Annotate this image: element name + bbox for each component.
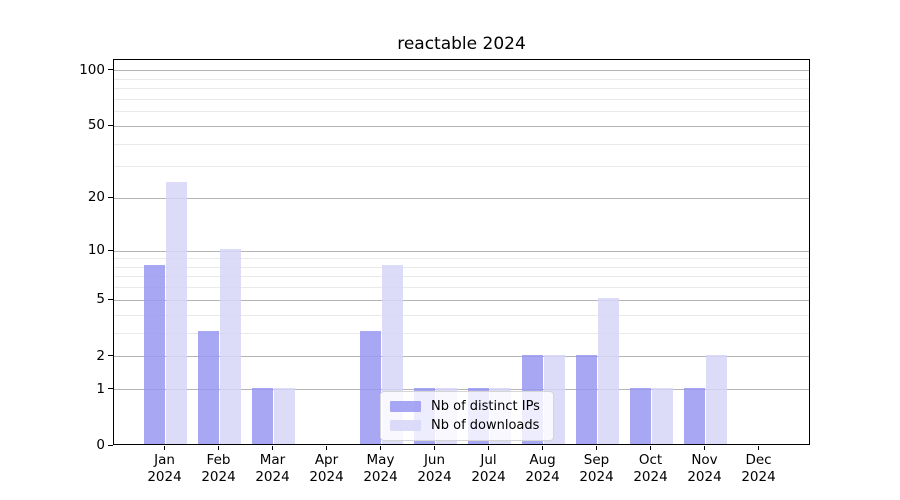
- x-tick: [650, 446, 651, 450]
- legend: Nb of distinct IPs Nb of downloads: [380, 391, 554, 441]
- gridline-minor: [114, 78, 809, 80]
- legend-item: Nb of distinct IPs: [390, 397, 540, 416]
- gridline-minor: [114, 166, 809, 168]
- x-tick-label: Aug 2024: [525, 452, 560, 485]
- gridline-minor: [114, 258, 809, 260]
- gridline-minor: [114, 332, 809, 334]
- x-tick: [272, 446, 273, 450]
- y-tick: [108, 444, 113, 446]
- y-tick-label: 1: [96, 380, 105, 397]
- bar-distinct-ips: [197, 331, 220, 444]
- bar-downloads: [165, 182, 188, 444]
- gridline-minor: [114, 314, 809, 316]
- gridline-major: [114, 125, 809, 127]
- x-tick: [704, 446, 705, 450]
- x-tick-label: Mar 2024: [255, 452, 290, 485]
- y-tick: [108, 388, 113, 390]
- gridline-minor: [114, 143, 809, 145]
- gridline-major: [114, 70, 809, 72]
- gridline-major: [114, 197, 809, 199]
- y-tick-label: 50: [87, 117, 105, 134]
- bar-distinct-ips: [575, 354, 598, 444]
- x-tick-label: Jan 2024: [147, 452, 182, 485]
- gridline-minor: [114, 111, 809, 113]
- bar-distinct-ips: [683, 387, 706, 444]
- legend-label: Nb of distinct IPs: [431, 399, 540, 414]
- bar-downloads: [597, 298, 620, 444]
- legend-swatch-distinct-ips: [390, 401, 421, 412]
- plot-area: [113, 59, 810, 445]
- x-tick-label: May 2024: [363, 452, 398, 485]
- bar-downloads: [705, 354, 728, 444]
- y-tick-label: 0: [96, 437, 105, 453]
- y-tick: [108, 249, 113, 251]
- gridline-minor: [114, 287, 809, 289]
- x-tick-label: Apr 2024: [309, 452, 344, 485]
- x-tick-label: Jul 2024: [471, 452, 506, 485]
- gridline-major: [114, 356, 809, 358]
- bar-distinct-ips: [251, 387, 274, 444]
- y-tick-label: 5: [96, 291, 105, 308]
- bar-distinct-ips: [359, 331, 382, 444]
- x-tick: [542, 446, 543, 450]
- legend-label: Nb of downloads: [431, 418, 540, 433]
- x-tick-label: Dec 2024: [741, 452, 776, 485]
- y-tick: [108, 196, 113, 198]
- y-tick-label: 20: [87, 189, 105, 206]
- gridline-major: [114, 299, 809, 301]
- bar-downloads: [219, 249, 242, 444]
- y-tick: [108, 355, 113, 357]
- gridline-minor: [114, 88, 809, 90]
- y-tick-label: 10: [87, 242, 105, 259]
- x-tick-label: Oct 2024: [633, 452, 668, 485]
- legend-swatch-downloads: [390, 420, 421, 431]
- y-tick: [108, 298, 113, 300]
- x-tick-label: Jun 2024: [417, 452, 452, 485]
- x-tick: [218, 446, 219, 450]
- bar-downloads: [273, 387, 296, 444]
- x-tick: [596, 446, 597, 450]
- x-tick: [434, 446, 435, 450]
- bar-distinct-ips: [629, 387, 652, 444]
- gridline-major: [114, 389, 809, 391]
- x-tick-label: Sep 2024: [579, 452, 614, 485]
- x-tick: [164, 446, 165, 450]
- y-tick-label: 2: [96, 347, 105, 364]
- x-tick-label: Nov 2024: [687, 452, 722, 485]
- gridline-major: [114, 250, 809, 252]
- gridline-minor: [114, 98, 809, 100]
- bar-distinct-ips: [143, 265, 166, 444]
- y-tick: [108, 69, 113, 71]
- x-tick: [758, 446, 759, 450]
- x-tick: [488, 446, 489, 450]
- x-tick: [326, 446, 327, 450]
- gridline-minor: [114, 266, 809, 268]
- y-tick-label: 100: [79, 61, 105, 78]
- bar-downloads: [651, 387, 674, 444]
- y-tick: [108, 124, 113, 126]
- legend-item: Nb of downloads: [390, 416, 540, 435]
- x-tick-label: Feb 2024: [201, 452, 236, 485]
- x-tick: [380, 446, 381, 450]
- gridline-minor: [114, 276, 809, 278]
- chart-title: reactable 2024: [397, 34, 526, 54]
